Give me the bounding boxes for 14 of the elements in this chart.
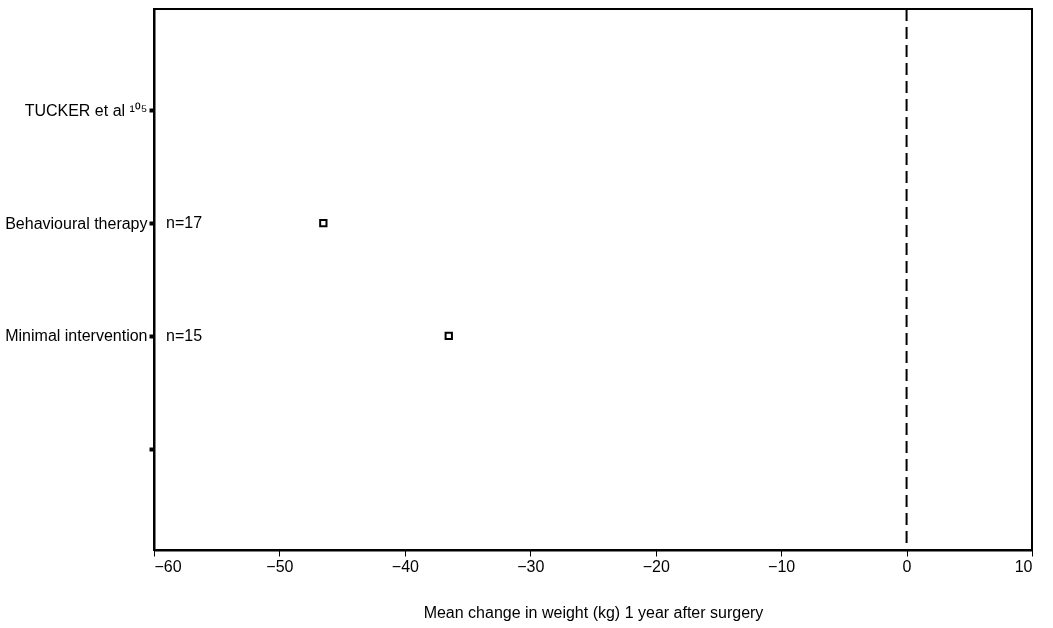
annotation: n=17 (166, 214, 203, 232)
x-tick-label: −10 (768, 557, 796, 575)
y-tick-label: TUCKER et al ¹⁰⁵ (24, 101, 148, 119)
y-tick-label: Minimal intervention (5, 327, 148, 345)
x-tick-label: 10 (1014, 557, 1033, 575)
x-axis-title: Mean change in weight (kg) 1 year after surgery (423, 603, 764, 621)
x-tick-label: 0 (902, 557, 912, 575)
x-tick-label: −20 (642, 557, 670, 575)
annotation: n=15 (166, 326, 203, 344)
x-tick-label: −60 (154, 557, 182, 575)
y-tick-label: Behavioural therapy (5, 214, 148, 232)
x-tick-label: −40 (391, 557, 420, 575)
x-tick-label: −30 (517, 557, 545, 575)
x-tick-label: −50 (266, 557, 294, 575)
